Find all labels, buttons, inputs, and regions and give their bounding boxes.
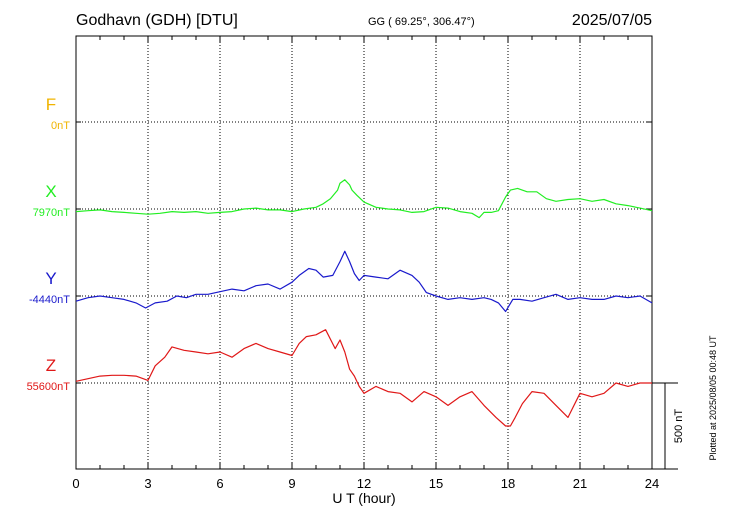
plot-date: 2025/07/05 bbox=[572, 12, 652, 29]
component-baseline-y: -4440nT bbox=[29, 294, 70, 306]
series-line-x bbox=[75, 179, 653, 219]
x-tick-label: 6 bbox=[216, 476, 223, 491]
component-name-z: Z bbox=[46, 356, 56, 375]
grid bbox=[75, 35, 653, 470]
component-baseline-z: 55600nT bbox=[27, 381, 71, 393]
x-tick-label: 0 bbox=[72, 476, 79, 491]
component-baseline-x: 7970nT bbox=[33, 207, 71, 219]
x-tick-label: 15 bbox=[429, 476, 443, 491]
component-name-y: Y bbox=[45, 269, 56, 288]
x-tick-label: 18 bbox=[501, 476, 515, 491]
component-labels: F 0nT X 7970nT Y -4440nT Z 55600nT bbox=[27, 95, 71, 393]
x-tick-label: 3 bbox=[144, 476, 151, 491]
scale-bar-label: 500 nT bbox=[673, 409, 685, 444]
component-name-f: F bbox=[46, 95, 56, 114]
x-tick-label: 21 bbox=[573, 476, 587, 491]
station-coordinates: GG ( 69.25°, 306.47°) bbox=[368, 16, 475, 28]
station-title: Godhavn (GDH) [DTU] bbox=[76, 12, 238, 29]
plotted-timestamp: Plotted at 2025/08/05 00:48 UT bbox=[708, 335, 718, 461]
x-axis-label: U T (hour) bbox=[332, 490, 395, 506]
x-tick-label: 24 bbox=[645, 476, 659, 491]
x-tick-label: 9 bbox=[288, 476, 295, 491]
series-line-z bbox=[75, 329, 652, 427]
component-name-x: X bbox=[45, 182, 56, 201]
x-tick-labels: 0 3 6 9 12 15 18 21 24 bbox=[72, 476, 659, 491]
series-lines bbox=[75, 179, 653, 427]
component-baseline-f: 0nT bbox=[51, 120, 70, 132]
scale-bar: 500 nT bbox=[652, 382, 685, 470]
series-line-y bbox=[75, 250, 653, 313]
x-tick-label: 12 bbox=[357, 476, 371, 491]
